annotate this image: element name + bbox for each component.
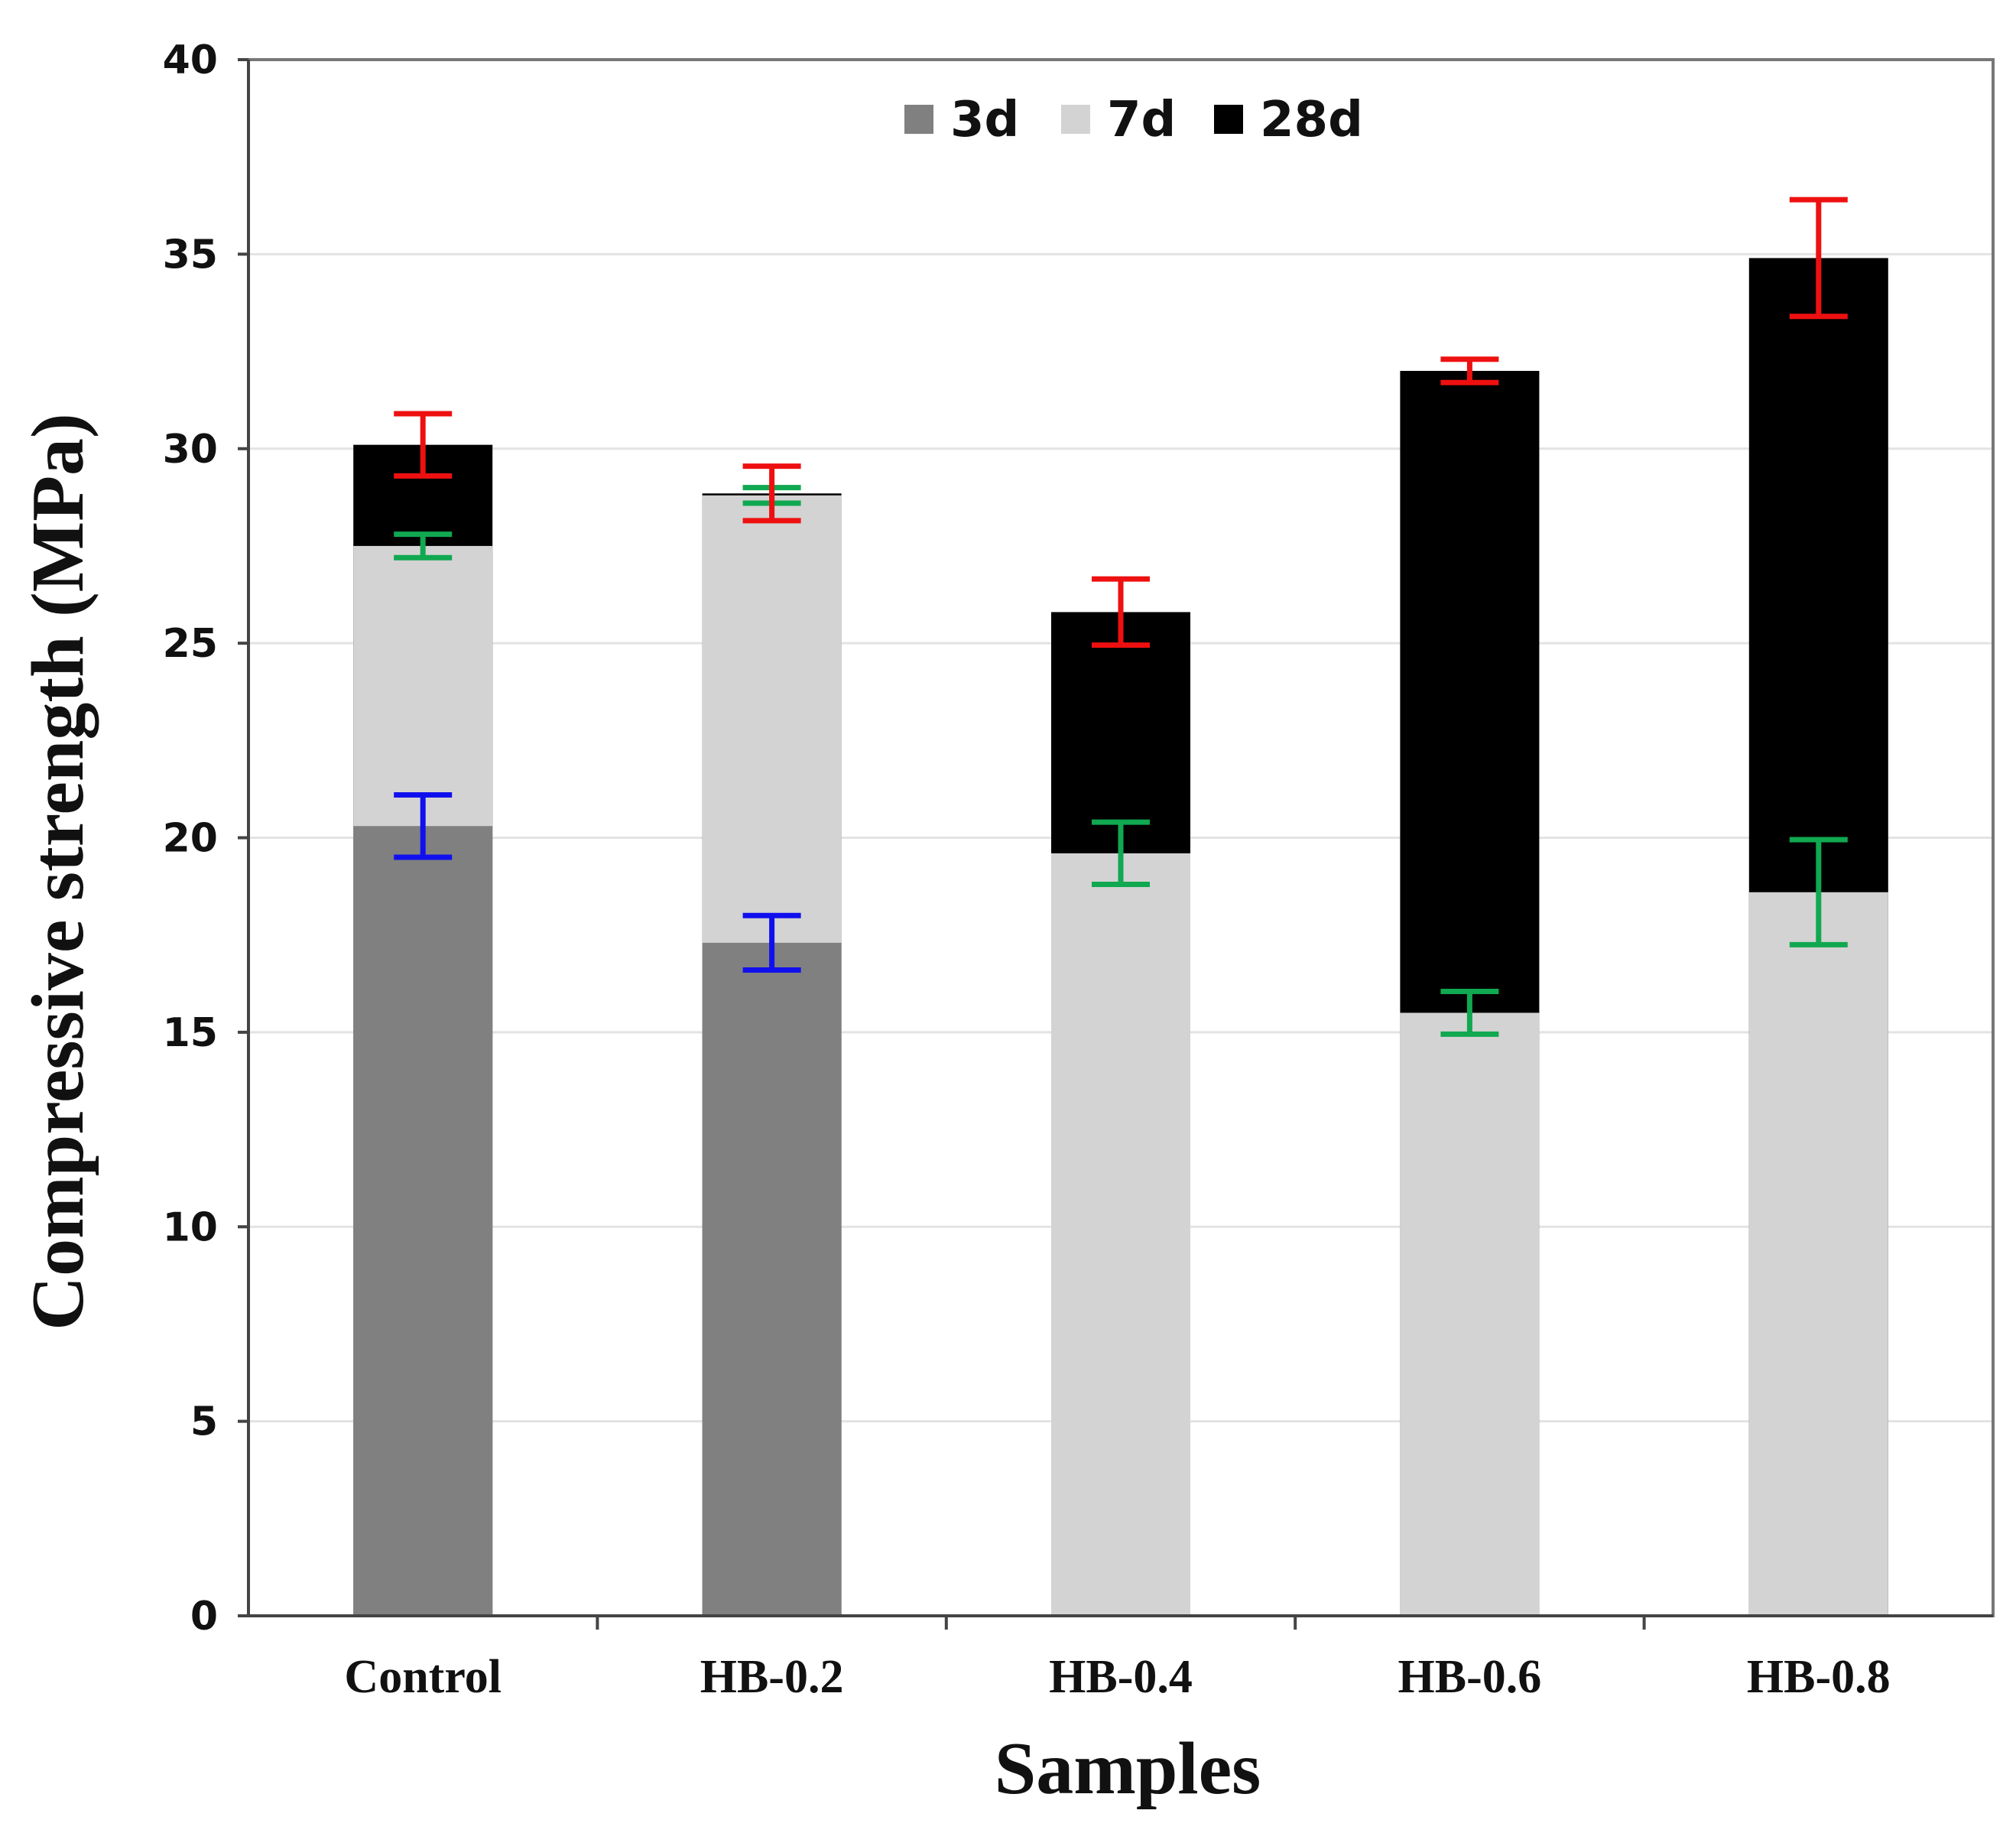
legend-swatch-7d	[1061, 105, 1090, 134]
x-axis-title: Samples	[995, 1727, 1261, 1810]
bar-hb-0-4-7d	[1051, 853, 1190, 1616]
bar-hb-0-6-7d	[1400, 1012, 1540, 1616]
y-tick-label-20: 20	[163, 816, 218, 862]
legend-label-7d: 7d	[1107, 92, 1176, 148]
x-tick-label-hb-0-2: HB-0.2	[700, 1651, 844, 1703]
bar-hb-0-2-3d	[702, 942, 842, 1616]
error-bar-hb-0-2-3d	[742, 912, 801, 973]
y-tick-label-25: 25	[163, 621, 218, 667]
y-axis-title: Compressive strength (MPa)	[17, 413, 99, 1330]
axes	[238, 58, 1993, 1630]
error-bar-hb-0-6-7d	[1440, 988, 1499, 1037]
error-bar-hb-0-8-7d	[1789, 837, 1848, 947]
y-tick-label-5: 5	[190, 1399, 218, 1445]
legend-swatch-28d	[1214, 105, 1243, 134]
error-bar-control-28d	[394, 411, 453, 479]
legend-swatch-3d	[904, 105, 933, 134]
error-bars	[394, 197, 1848, 1037]
y-tick-label-35: 35	[163, 232, 218, 278]
y-tick-label-0: 0	[190, 1594, 218, 1640]
bar-control-3d	[353, 826, 493, 1616]
legend-label-3d: 3d	[950, 92, 1019, 148]
y-tick-label-30: 30	[163, 427, 218, 473]
y-tick-label-10: 10	[163, 1204, 218, 1250]
legend: 3d 7d 28d	[904, 92, 1363, 148]
bars	[353, 258, 1888, 1616]
legend-label-28d: 28d	[1260, 92, 1363, 148]
x-tick-label-hb-0-8: HB-0.8	[1747, 1651, 1891, 1703]
error-bar-hb-0-8-28d	[1789, 197, 1848, 320]
x-tick-label-hb-0-4: HB-0.4	[1049, 1651, 1193, 1703]
error-bar-control-7d	[394, 531, 453, 561]
error-bar-control-3d	[394, 792, 453, 860]
bar-hb-0-8-7d	[1748, 892, 1888, 1616]
error-bar-hb-0-2-28d	[742, 463, 801, 524]
error-bar-hb-0-4-7d	[1092, 819, 1150, 888]
x-tick-labels: Control HB-0.2 HB-0.4 HB-0.6 HB-0.8	[344, 1651, 1890, 1703]
y-tick-labels: 0 5 10 15 20 25 30 35 40	[163, 37, 218, 1640]
y-tick-label-15: 15	[163, 1010, 218, 1056]
error-bar-hb-0-6-28d	[1440, 356, 1499, 385]
x-tick-label-control: Control	[344, 1651, 502, 1703]
error-bar-hb-0-4-28d	[1092, 576, 1150, 648]
y-tick-label-40: 40	[163, 37, 218, 83]
x-tick-label-hb-0-6: HB-0.6	[1398, 1651, 1542, 1703]
